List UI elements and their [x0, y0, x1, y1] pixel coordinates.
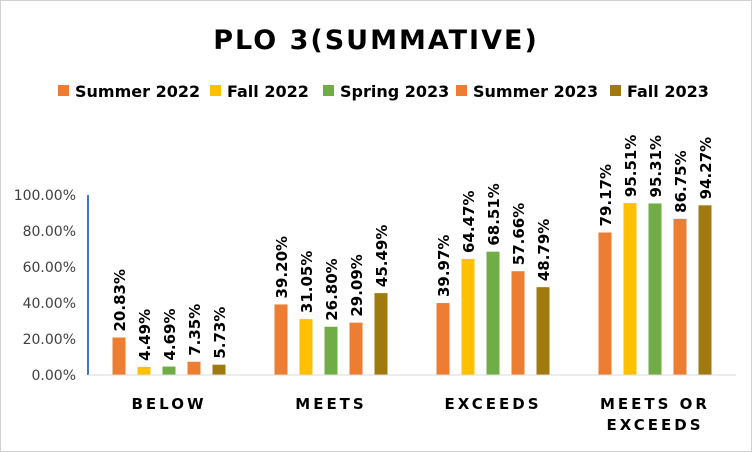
category-label: MEETS [295, 395, 366, 413]
legend-item: Spring 2023 [323, 82, 449, 101]
data-label: 68.51% [485, 183, 503, 245]
bars [112, 203, 712, 375]
bar [698, 205, 712, 375]
x-axis: BELOW MEETS EXCEEDS MEETS OR EXCEEDS [88, 374, 736, 434]
legend-label: Fall 2022 [227, 82, 309, 101]
legend-item: Fall 2022 [210, 82, 309, 101]
legend-label: Spring 2023 [340, 82, 449, 101]
data-label: 79.17% [597, 164, 615, 226]
data-label: 86.75% [672, 150, 690, 212]
bar [187, 361, 201, 375]
legend-item: Fall 2023 [610, 82, 709, 101]
data-label: 20.83% [111, 269, 129, 331]
bar [374, 293, 388, 375]
bar [349, 322, 363, 375]
legend-swatch [210, 85, 221, 96]
legend-swatch [323, 85, 334, 96]
legend-swatch [610, 85, 621, 96]
bar [436, 303, 450, 375]
bar [162, 366, 176, 375]
data-label: 39.20% [273, 236, 291, 298]
legend-label: Summer 2022 [75, 82, 200, 101]
data-label: 45.49% [373, 225, 391, 287]
bar [324, 326, 338, 375]
bar [112, 337, 126, 375]
y-tick-label: 60.00% [23, 260, 76, 276]
legend-swatch [456, 85, 467, 96]
data-label: 57.66% [510, 203, 528, 265]
data-label: 95.51% [622, 135, 640, 197]
legend-swatch [58, 85, 69, 96]
y-axis: 0.00% 20.00% 40.00% 60.00% 80.00% 100.00% [14, 188, 89, 384]
bar [299, 319, 313, 375]
legend-label: Summer 2023 [473, 82, 598, 101]
bar [137, 366, 151, 375]
data-label: 7.35% [186, 304, 204, 356]
data-label: 4.69% [161, 309, 179, 361]
data-label: 39.97% [435, 235, 453, 297]
data-label: 31.05% [298, 251, 316, 313]
bar [648, 203, 662, 375]
y-tick-label: 100.00% [14, 188, 76, 204]
y-tick-label: 80.00% [23, 224, 76, 240]
category-label: BELOW [132, 395, 207, 413]
data-label: 94.27% [697, 137, 715, 199]
bar [274, 304, 288, 375]
bar [598, 232, 612, 375]
bar [623, 203, 637, 375]
data-label: 5.73% [211, 307, 229, 359]
y-tick-label: 20.00% [23, 332, 76, 348]
legend-item: Summer 2022 [58, 82, 200, 101]
bar [536, 287, 550, 375]
category-label: EXCEEDS [444, 395, 541, 413]
data-label: 64.47% [460, 190, 478, 252]
bar [461, 258, 475, 375]
legend-label: Fall 2023 [627, 82, 709, 101]
y-tick-label: 40.00% [23, 296, 76, 312]
legend: Summer 2022 Fall 2022 Spring 2023 Summer 20… [58, 82, 709, 101]
y-tick-label: 0.00% [32, 368, 76, 384]
bar [212, 364, 226, 375]
data-label: 4.49% [136, 309, 154, 361]
bar [511, 271, 525, 375]
data-label: 26.80% [323, 258, 341, 320]
category-label: EXCEEDS [606, 416, 703, 434]
data-label: 95.31% [647, 135, 665, 197]
data-label: 48.79% [535, 219, 553, 281]
legend-item: Summer 2023 [456, 82, 598, 101]
bar [673, 218, 687, 375]
category-label: MEETS OR [600, 395, 710, 413]
bar [486, 251, 500, 375]
chart-title: PLO 3(SUMMATIVE) [213, 25, 539, 56]
data-labels: 20.83% 4.49% 4.69% 7.35% 5.73% 39.20% 31.05% 26… [111, 135, 715, 361]
data-label: 29.09% [348, 254, 366, 316]
